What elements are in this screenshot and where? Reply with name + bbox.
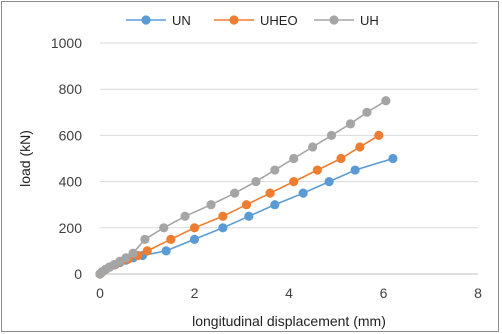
data-point-uh-13 [251,177,261,187]
x-tick-label-0: 0 [96,285,104,301]
x-tick-label-2: 4 [285,285,293,301]
series-line-uheo [99,134,380,275]
y-tick-label-0: 0 [74,266,82,282]
data-point-uh-12 [230,188,240,198]
data-point-uheo-14 [289,177,299,187]
legend-item-uheo: UHEO [214,13,298,28]
series-line-uh [99,100,387,275]
data-point-uh-9 [159,223,169,233]
data-point-un-13 [270,200,280,210]
data-point-un-14 [298,188,308,198]
legend-label-uheo: UHEO [260,13,298,28]
data-point-uh-20 [381,96,391,106]
series-uheo [95,130,384,279]
data-point-uheo-11 [218,211,228,221]
data-point-uh-11 [206,200,216,210]
data-point-un-12 [244,211,254,221]
y-axis-title: load (kN) [17,130,33,187]
x-axis-title: longitudinal displacement (mm) [192,313,386,329]
data-point-un-9 [161,246,171,256]
data-point-uheo-12 [241,200,252,210]
data-point-un-10 [189,234,200,244]
x-tick-label-1: 2 [191,285,199,301]
data-point-uh-18 [345,119,356,129]
series-group [95,96,398,279]
data-point-uh-16 [308,142,318,152]
y-tick-label-2: 400 [59,174,83,190]
y-tick-label-4: 800 [59,81,83,97]
legend-item-uh: UH [314,13,379,28]
data-point-uh-15 [289,153,299,164]
data-point-uheo-17 [355,142,365,152]
data-point-uheo-15 [312,165,322,175]
legend: UN UHEO UH [126,13,379,28]
legend-item-un: UN [126,13,191,28]
legend-marker-un [141,15,151,25]
data-point-uheo-16 [336,153,346,164]
y-tick-label-1: 200 [59,220,83,236]
data-point-uheo-10 [189,223,200,233]
data-point-uh-8 [140,234,150,244]
data-point-uh-14 [270,165,280,175]
y-tick-label-5: 1000 [51,35,82,51]
series-uh [95,96,391,279]
data-point-uheo-13 [265,188,275,198]
data-point-uheo-9 [166,234,176,244]
data-point-uheo-18 [374,130,384,140]
data-point-un-16 [350,165,360,175]
data-point-un-11 [218,223,228,233]
gridlines [100,42,478,229]
data-point-un-17 [388,153,398,164]
y-tick-label-3: 600 [59,127,83,143]
x-tick-label-3: 6 [380,285,388,301]
data-point-un-15 [324,177,334,187]
data-point-uh-19 [362,107,372,117]
data-point-uh-7 [128,248,138,258]
data-point-uh-10 [180,211,190,221]
legend-marker-uh [329,15,339,25]
series-un [95,153,398,279]
data-point-uh-17 [326,130,337,140]
legend-label-uh: UH [360,13,379,28]
data-point-uh-6 [121,253,131,263]
x-tick-label-4: 8 [474,285,482,301]
data-point-uheo-8 [142,246,152,256]
axes: 0 200 400 600 800 1000 0 2 4 6 8 [51,35,482,301]
legend-label-un: UN [172,13,191,28]
legend-marker-uheo [229,15,239,25]
